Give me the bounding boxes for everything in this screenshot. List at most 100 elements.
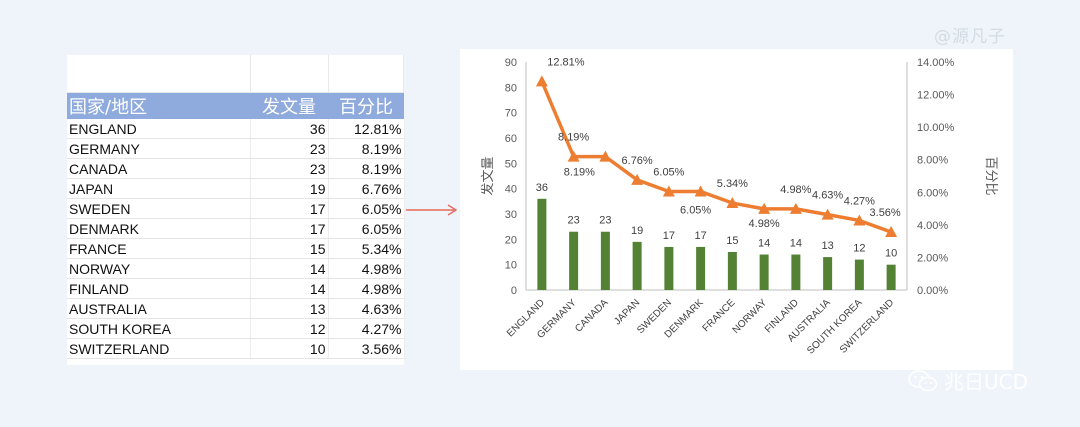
combo-chart: 0 10 20 30 40 50 60 70 80 90 0.00% 2.00% 4.00% 6.00% 8… [480,56,998,356]
country-cell: ENGLAND [67,119,251,139]
bar [569,231,579,290]
country-cell: SWITZERLAND [67,338,251,359]
country-cell: SWEDEN [67,198,251,219]
sheet-blank-row [67,55,404,93]
line-marker [599,150,612,162]
bar [664,246,674,290]
y2-tick-label: 4.00% [917,220,948,232]
grid-line [403,55,404,92]
bar [600,231,610,290]
header-percent: 百分比 [328,93,404,119]
table-row: ENGLAND 36 12.81% [67,119,405,139]
arrow-right-icon [406,204,458,216]
country-cell: NORWAY [67,258,251,279]
table-row: GERMANY 23 8.19% [67,138,405,159]
y-axis-title: 发文量 [480,156,496,195]
line-value-label: 6.05% [653,166,684,178]
y2-tick-label: 8.00% [917,155,948,167]
table-header-row: 国家/地区 发文量 百分比 [67,93,404,119]
table-row: JAPAN 19 6.76% [67,178,405,199]
bar-value-label: 17 [695,230,707,242]
country-cell: GERMANY [67,138,251,159]
percent-cell: 4.98% [328,258,405,279]
percent-cell: 8.19% [328,158,405,179]
bar [886,264,896,290]
table-row: NORWAY 14 4.98% [67,258,405,279]
count-cell: 14 [250,278,329,299]
line-marker [535,75,548,87]
bar-value-label: 12 [853,243,865,255]
country-cell: SOUTH KOREA [67,318,251,339]
y-tick-label: 20 [505,234,517,246]
line-marker [631,173,644,185]
x-tick-label: NORWAY [731,297,770,336]
percent-cell: 8.19% [328,138,405,159]
line-value-label: 8.19% [564,167,595,179]
percent-cell: 4.98% [328,278,405,299]
y-tick-label: 50 [505,158,517,170]
bar-value-label: 36 [536,182,548,194]
bar-value-label: 14 [758,238,770,250]
percent-cell: 12.81% [328,119,405,139]
percent-cell: 6.05% [328,198,405,219]
bar [537,198,547,290]
line-value-label: 4.98% [780,184,811,196]
percent-cell: 4.63% [328,298,405,319]
x-tick-label: SOUTH KOREA [805,297,864,356]
count-cell: 17 [250,218,329,239]
x-tick-label: CANADA [573,297,610,334]
line-value-label: 12.81% [547,56,585,68]
y-tick-label: 60 [505,133,517,145]
y2-axis-title: 百分比 [983,156,998,195]
line-value-label: 4.98% [749,218,780,230]
bar [759,254,769,290]
header-count: 发文量 [250,93,328,119]
bar [696,246,706,290]
data-table: 国家/地区 发文量 百分比 ENGLAND 36 12.81% GERMANY 23 8.… [67,93,405,359]
line-marker [885,226,898,238]
line-marker [726,197,739,209]
percent-cell: 6.76% [328,178,405,199]
y-tick-label: 90 [505,57,517,69]
count-cell: 17 [250,198,329,219]
count-cell: 13 [250,298,329,319]
line-value-label: 6.76% [622,155,653,167]
percent-cell: 3.56% [328,338,405,359]
bar [823,257,833,290]
count-cell: 10 [250,338,329,359]
table-row: SWITZERLAND 10 3.56% [67,338,405,359]
line-value-label: 4.63% [812,190,843,202]
y-tick-label: 0 [511,285,517,297]
table-row: AUSTRALIA 13 4.63% [67,298,405,319]
country-cell: FINLAND [67,278,251,299]
percent-cell: 4.27% [328,318,405,339]
y2-tick-label: 6.00% [917,187,948,199]
line-marker [694,185,707,197]
count-cell: 19 [250,178,329,199]
bar [632,241,642,290]
table-row: FINLAND 14 4.98% [67,278,405,299]
header-country: 国家/地区 [67,93,250,119]
count-cell: 15 [250,238,329,259]
grid-line [250,55,251,92]
x-tick-label: SWITZERLAND [838,297,896,355]
country-cell: FRANCE [67,238,251,259]
table-row: CANADA 23 8.19% [67,158,405,179]
table-row: SOUTH KOREA 12 4.27% [67,318,405,339]
brand-name: 兆日UCD [944,370,1029,394]
wechat-icon [908,369,938,391]
line-value-label: 6.05% [680,204,711,216]
line-value-label: 8.19% [558,132,589,144]
bar [791,254,801,290]
spreadsheet: 国家/地区 发文量 百分比 ENGLAND 36 12.81% GERMANY 23 8.… [67,55,405,365]
y-tick-label: 40 [505,184,517,196]
country-cell: AUSTRALIA [67,298,251,319]
line-marker [662,185,675,197]
y-tick-label: 70 [505,108,517,120]
line-marker [789,202,802,214]
y2-tick-label: 14.00% [917,57,955,69]
line-value-label: 4.27% [844,195,875,207]
line-marker [567,150,580,162]
bar-value-label: 10 [885,248,897,260]
brand-mark: 兆日UCD [908,366,1028,395]
